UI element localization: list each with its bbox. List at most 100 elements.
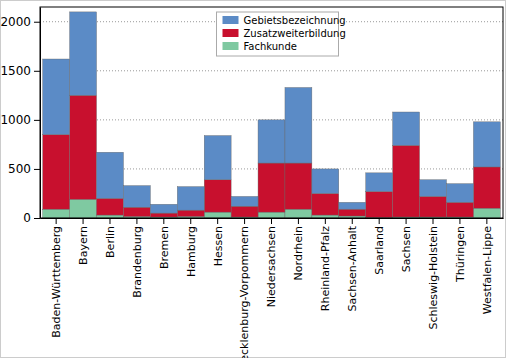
bar-segment <box>204 136 231 180</box>
bars <box>43 12 501 218</box>
tick-mark <box>325 218 326 224</box>
bar-segment <box>123 207 150 216</box>
plot-frame <box>40 7 503 218</box>
bar-segment <box>285 209 312 218</box>
tick: Thüringen <box>454 218 467 283</box>
bar-segment <box>43 135 70 210</box>
tick: Hamburg <box>185 218 198 277</box>
tick-label: Nordrhein <box>292 226 305 280</box>
tick-mark <box>83 218 84 224</box>
tick: Baden-Württemberg <box>50 218 63 338</box>
bar-segment <box>473 122 500 167</box>
tick-label: Berlin <box>104 226 117 258</box>
plot: 0500100015002000Baden-WürttembergBayernB… <box>0 7 503 358</box>
bar-segment <box>177 210 204 216</box>
bar-segment <box>285 163 312 209</box>
tick-label: Saarland <box>373 226 386 275</box>
tick-label: Niedersachsen <box>265 226 278 307</box>
tick-label: 2000 <box>0 15 31 29</box>
tick-label: Baden-Württemberg <box>50 226 63 338</box>
tick-label: Hessen <box>212 226 225 266</box>
tick: Sachsen <box>400 218 413 272</box>
tick-label: Brandenburg <box>131 226 144 298</box>
tick: Rheinland-Pfalz <box>319 218 332 311</box>
tick-mark <box>298 218 299 224</box>
series <box>43 95 501 217</box>
tick-mark <box>433 218 434 224</box>
tick-label: Westfalen-Lippe <box>481 226 494 315</box>
bar-segment <box>258 163 285 212</box>
bar-segment <box>43 59 70 135</box>
tick-mark <box>190 218 191 224</box>
bar-segment <box>339 202 366 209</box>
bar-segment <box>70 199 97 218</box>
legend: GebietsbezeichnungZusatzweiterbildungFac… <box>217 12 346 56</box>
tick: Nordrhein <box>292 218 305 280</box>
tick: Berlin <box>104 218 117 258</box>
bar-segment <box>420 180 447 197</box>
tick-label: 1500 <box>0 64 31 78</box>
tick-mark <box>244 218 245 224</box>
chart: 0500100015002000Baden-WürttembergBayernB… <box>0 0 506 358</box>
bar-segment <box>420 196 447 217</box>
tick: Saarland <box>373 218 386 275</box>
tick-mark <box>34 120 40 121</box>
bar-segment <box>70 12 97 95</box>
bar-segment <box>150 204 177 213</box>
tick: Bremen <box>158 218 171 269</box>
tick-label: 0 <box>23 211 31 225</box>
tick: Schleswig-Holstein <box>427 218 440 329</box>
tick-label: Bayern <box>77 226 90 265</box>
bar-segment <box>123 186 150 208</box>
tick-mark <box>34 22 40 23</box>
bar-segment <box>70 95 97 199</box>
tick-mark <box>459 218 460 224</box>
bar-segment <box>312 193 339 215</box>
bar-segment <box>473 208 500 218</box>
grid <box>40 22 503 218</box>
tick-mark <box>34 169 40 170</box>
tick-mark <box>379 218 380 224</box>
tick: Brandenburg <box>131 218 144 298</box>
bar-segment <box>473 167 500 208</box>
bar-segment <box>97 152 124 198</box>
series <box>43 12 501 213</box>
tick: Mecklenburg-Vorpommern <box>238 218 251 358</box>
tick-label: Schleswig-Holstein <box>427 226 440 329</box>
tick-mark <box>136 218 137 224</box>
tick: Bayern <box>77 218 90 265</box>
tick: 1000 <box>0 113 40 127</box>
legend-label: Fachkunde <box>244 41 297 52</box>
bar-segment <box>366 192 393 218</box>
tick: Westfalen-Lippe <box>481 218 494 314</box>
tick-label: Rheinland-Pfalz <box>319 226 332 311</box>
tick-label: Thüringen <box>454 226 467 283</box>
legend-swatch <box>223 16 239 24</box>
grid-line <box>40 70 503 71</box>
tick-label: Hamburg <box>185 226 198 277</box>
bar-segment <box>177 187 204 211</box>
bar-segment <box>231 206 258 217</box>
tick-label: Mecklenburg-Vorpommern <box>238 226 251 358</box>
x-axis: Baden-Württemberg Bayern Berlin Brandenburg… <box>41 218 504 358</box>
tick: 500 <box>8 162 40 176</box>
bar-segment <box>312 169 339 194</box>
tick-label: Sachsen <box>400 226 413 272</box>
bar-segment <box>43 209 70 218</box>
tick-mark <box>217 218 218 224</box>
bar-segment <box>204 212 231 218</box>
legend-swatch <box>223 29 239 37</box>
legend-swatch <box>223 42 239 50</box>
tick-mark <box>486 218 487 224</box>
tick-mark <box>56 218 57 224</box>
tick-label: Sachsen-Anhalt <box>346 225 359 311</box>
tick-mark <box>34 71 40 72</box>
legend-label: Gebietsbezeichnung <box>244 15 346 26</box>
bar-segment <box>150 213 177 217</box>
bar-segment <box>97 198 124 215</box>
tick-label: 1000 <box>0 113 31 127</box>
bar-segment <box>231 196 258 206</box>
figure-border <box>1 1 506 358</box>
bar-segment <box>446 202 473 217</box>
bar-segment <box>258 120 285 163</box>
